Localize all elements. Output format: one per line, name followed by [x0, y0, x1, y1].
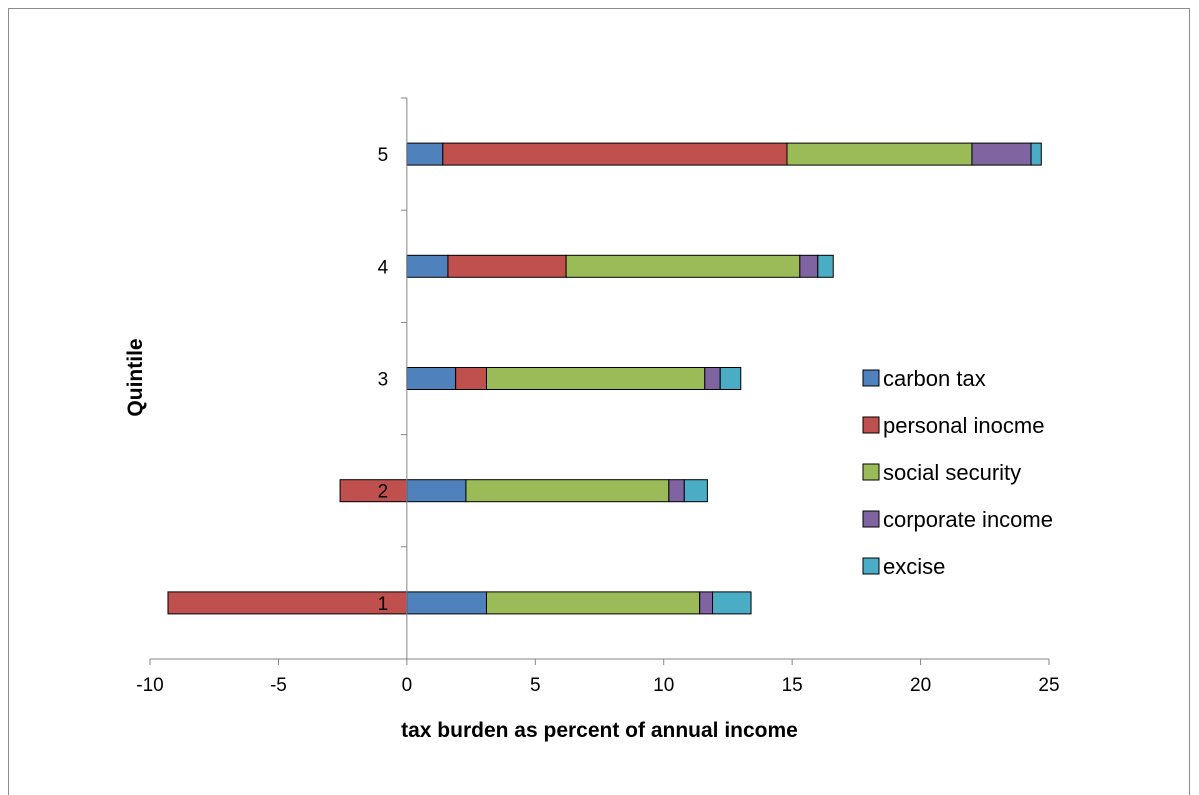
y-tick-label-quintile-3: 3: [378, 370, 389, 391]
bar-segment-social-security-quintile-3: [485, 367, 706, 390]
bar-segment-excise-quintile-2: [683, 479, 708, 503]
bar-segment-corporate-income-quintile-2: [668, 479, 685, 503]
bar-segment-social-security-quintile-5: [786, 142, 973, 166]
bar-segment-carbon-tax-quintile-4: [406, 254, 449, 278]
bar-segment-corporate-income-quintile-5: [971, 142, 1032, 166]
legend-label-personal-inocme: personal inocme: [883, 413, 1044, 438]
bar-segment-excise-quintile-4: [817, 254, 834, 278]
x-tick-label: 15: [782, 675, 803, 696]
bar-segment-carbon-tax-quintile-3: [406, 367, 457, 390]
bar-segment-carbon-tax-quintile-1: [406, 591, 487, 615]
bar-segment-corporate-income-quintile-1: [699, 591, 714, 615]
bar-segment-carbon-tax-quintile-2: [406, 479, 467, 503]
bar-segment-social-security-quintile-2: [465, 479, 670, 503]
legend: carbon tax personal inocme social security…: [862, 366, 1053, 579]
bar-segment-personal-inocme-quintile-3: [455, 367, 487, 390]
x-axis-title: tax burden as percent of annual income: [401, 719, 798, 742]
y-axis-title: Quintile: [124, 338, 147, 416]
x-tick-label: -5: [270, 675, 287, 696]
y-axis-ticks: 1 2 3 4 5: [378, 97, 407, 660]
bar-segment-corporate-income-quintile-3: [704, 367, 721, 390]
legend-swatch-social-security: [862, 463, 880, 481]
x-tick-label: 0: [402, 675, 413, 696]
legend-swatch-corporate-income: [862, 510, 880, 528]
bar-segment-corporate-income-quintile-4: [799, 254, 819, 278]
x-tick-label: -10: [136, 675, 163, 696]
x-tick-label: 25: [1038, 675, 1059, 696]
legend-label-carbon-tax: carbon tax: [883, 366, 986, 391]
y-tick-label-quintile-4: 4: [378, 257, 389, 278]
legend-swatch-carbon-tax: [862, 369, 880, 387]
legend-label-corporate-income: corporate income: [883, 507, 1053, 532]
bar-segment-excise-quintile-5: [1030, 142, 1042, 166]
bars-layer: [167, 142, 1042, 615]
y-tick-label-quintile-2: 2: [378, 482, 389, 503]
chart-frame: [8, 8, 1190, 795]
legend-swatch-excise: [862, 557, 880, 575]
legend-swatch-personal-inocme: [862, 416, 880, 434]
bar-segment-personal-inocme-quintile-4: [447, 254, 567, 278]
bar-segment-social-security-quintile-1: [485, 591, 701, 615]
x-axis-ticks: -10 -5 0 5 10 15 20 25: [136, 659, 1060, 696]
axes-layer: [150, 98, 1049, 660]
y-tick-label-quintile-5: 5: [378, 145, 389, 166]
legend-label-excise: excise: [883, 554, 945, 579]
bar-segment-personal-inocme-quintile-5: [442, 142, 788, 166]
x-tick-label: 20: [910, 675, 931, 696]
y-tick-label-quintile-1: 1: [378, 594, 389, 615]
bar-segment-personal-inocme-quintile-2: [339, 479, 408, 503]
bar-segment-carbon-tax-quintile-5: [406, 142, 444, 166]
bar-segment-social-security-quintile-4: [565, 254, 801, 278]
x-tick-label: 5: [530, 675, 541, 696]
bar-segment-excise-quintile-1: [712, 591, 752, 615]
bar-segment-excise-quintile-3: [719, 367, 742, 390]
x-tick-label: 10: [653, 675, 674, 696]
bar-segment-personal-inocme-quintile-1: [167, 591, 408, 615]
legend-label-social-security: social security: [883, 460, 1021, 485]
